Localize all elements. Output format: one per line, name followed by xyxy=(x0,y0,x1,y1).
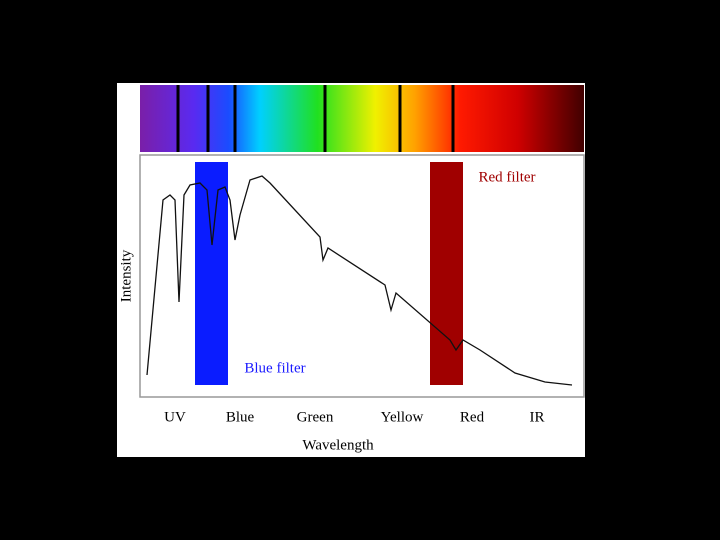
x-category-labels: UV Blue Green Yellow Red IR xyxy=(164,409,544,425)
spectrum-bar xyxy=(140,85,584,152)
red-filter xyxy=(430,162,463,385)
x-category-label: Blue xyxy=(226,409,255,425)
x-category-label: Red xyxy=(460,409,485,425)
blue-filter xyxy=(195,162,228,385)
y-axis-label: Intensity xyxy=(118,249,134,302)
x-category-label: Green xyxy=(297,409,334,425)
red-filter-label: Red filter xyxy=(478,169,535,185)
blue-filter-label: Blue filter xyxy=(244,360,305,376)
spectrum-dividers xyxy=(176,85,455,152)
plot-frame xyxy=(139,154,585,398)
x-category-label: UV xyxy=(164,409,186,425)
x-category-label: Yellow xyxy=(381,409,424,425)
intensity-curve xyxy=(146,175,573,386)
x-axis-label: Wavelength xyxy=(302,437,374,453)
x-category-label: IR xyxy=(530,409,545,425)
